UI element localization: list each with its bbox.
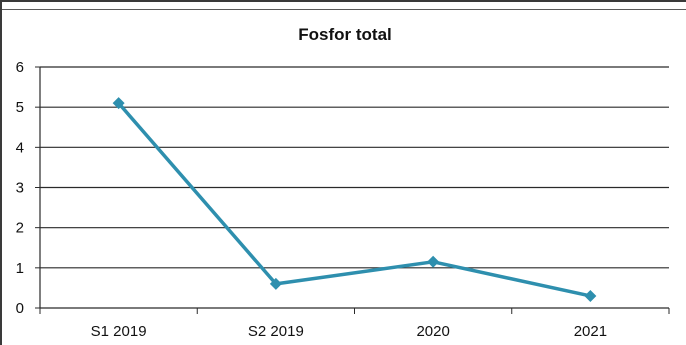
y-tick-label: 2 <box>16 220 24 237</box>
series-group <box>112 97 597 302</box>
y-tick-label: 4 <box>16 139 24 156</box>
gridlines <box>35 66 669 309</box>
x-axis-tick-labels: S1 2019 S2 2019 2020 2021 <box>91 323 607 340</box>
x-tick-label: S2 2019 <box>248 323 304 340</box>
y-tick-label: 0 <box>16 300 24 317</box>
x-tick-label: S1 2019 <box>91 323 147 340</box>
y-tick-label: 3 <box>16 180 24 197</box>
x-tick-label: 2021 <box>574 323 607 340</box>
data-point-marker <box>584 289 597 302</box>
x-tick-label: 2020 <box>416 323 449 340</box>
y-tick-label: 6 <box>16 59 24 76</box>
y-tick-label: 1 <box>16 260 24 277</box>
y-axis-tick-labels: 0 1 2 3 4 5 6 <box>16 59 24 317</box>
y-tick-label: 5 <box>16 99 24 116</box>
chart-title: Fosfor total <box>298 25 392 44</box>
data-point-marker <box>112 97 125 110</box>
axes <box>39 67 670 314</box>
series-line <box>117 102 591 298</box>
data-point-marker <box>427 255 440 268</box>
top-border-strip <box>2 2 686 10</box>
data-point-marker <box>269 277 282 290</box>
